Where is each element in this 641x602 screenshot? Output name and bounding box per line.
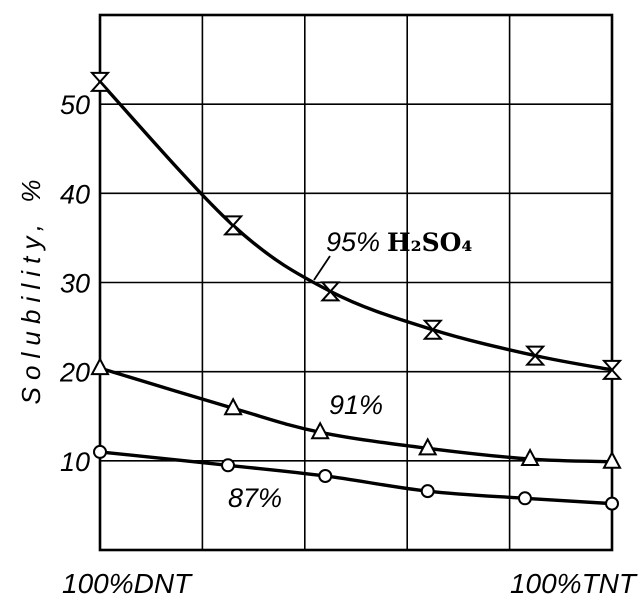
x-tick-label: 100%TNT xyxy=(510,568,638,599)
x-tick-label: 100%DNT xyxy=(62,568,193,599)
data-point-91-percent xyxy=(520,447,540,467)
series-label-95-percent: 95% H₂SO₄ xyxy=(326,227,472,257)
series-label-concentration: 87% xyxy=(228,483,282,513)
data-point-91-percent xyxy=(223,397,243,416)
series-line-95-percent xyxy=(98,80,614,372)
series-label-concentration: 91% xyxy=(329,390,383,420)
data-point-87-percent xyxy=(420,484,435,499)
data-point-95-percent xyxy=(524,345,546,366)
series-label-acid: H₂SO₄ xyxy=(387,228,472,257)
data-point-87-percent xyxy=(605,496,619,511)
data-point-91-percent xyxy=(602,450,622,469)
data-point-91-percent xyxy=(418,437,438,456)
series-label-concentration: 95% xyxy=(326,227,380,257)
y-axis-label: Solubility, % xyxy=(16,180,46,405)
series-label-leader-line xyxy=(313,255,331,281)
y-tick-label: 20 xyxy=(59,358,90,388)
y-tick-labels: 10 20 30 40 50 xyxy=(59,90,90,477)
series-label-91-percent: 91% xyxy=(329,390,383,420)
series-curves xyxy=(98,80,614,506)
data-point-87-percent xyxy=(93,444,107,459)
data-point-91-percent xyxy=(310,421,330,440)
data-point-87-percent xyxy=(221,458,235,473)
data-point-95-percent xyxy=(601,359,623,380)
y-tick-label: 40 xyxy=(60,179,90,209)
plot-frame xyxy=(98,13,614,552)
series-label-87-percent: 87% xyxy=(228,483,282,513)
data-point-87-percent xyxy=(517,491,532,506)
y-tick-label: 50 xyxy=(60,90,90,120)
data-point-87-percent xyxy=(318,468,333,483)
y-tick-label: 10 xyxy=(60,447,90,477)
data-point-markers xyxy=(89,71,623,511)
data-point-95-percent xyxy=(422,319,444,340)
y-tick-label: 30 xyxy=(60,269,90,299)
series-labels: 95% H₂SO₄ 91% 87% xyxy=(228,227,472,513)
gridlines xyxy=(100,15,612,550)
x-tick-labels: 100%DNT 100%TNT xyxy=(62,568,638,599)
data-point-91-percent xyxy=(90,356,110,376)
data-point-95-percent xyxy=(320,281,341,302)
data-point-95-percent xyxy=(89,71,111,92)
data-point-95-percent xyxy=(222,215,244,236)
